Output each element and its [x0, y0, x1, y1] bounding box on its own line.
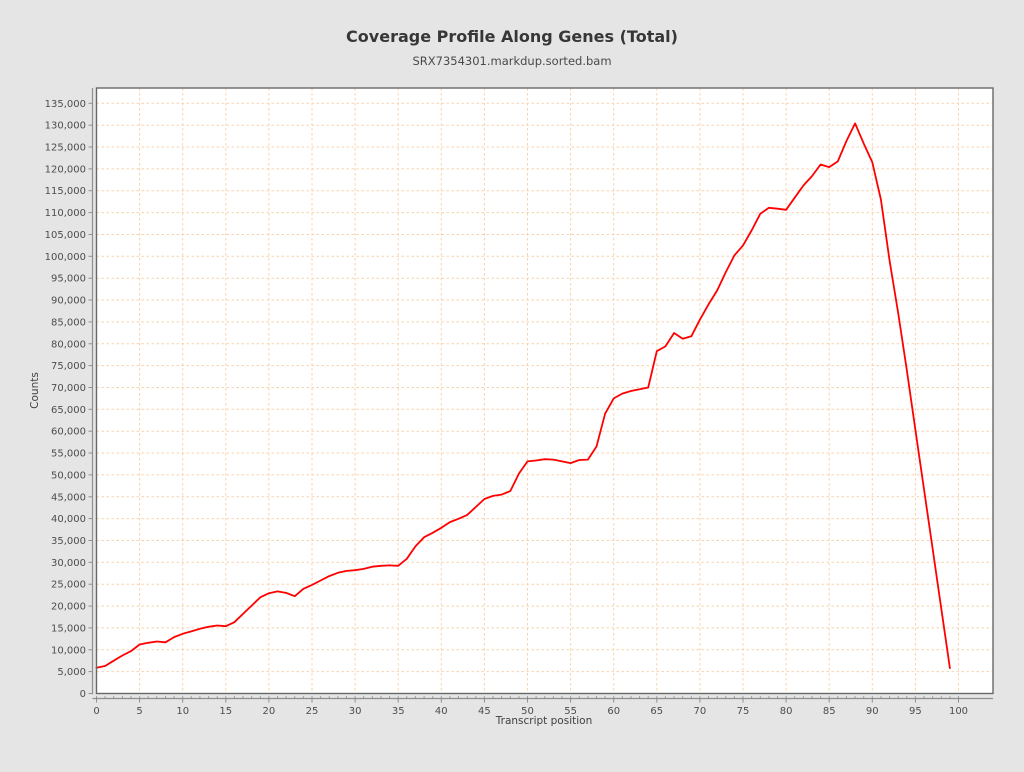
- y-tick-label: 115,000: [45, 186, 86, 197]
- y-tick-label: 95,000: [51, 274, 86, 285]
- x-tick-label: 5: [136, 706, 142, 717]
- x-tick-label: 85: [823, 706, 836, 717]
- x-tick-label: 60: [607, 706, 620, 717]
- chart-title: Coverage Profile Along Genes (Total): [346, 27, 678, 46]
- y-tick-label: 125,000: [45, 143, 86, 154]
- x-tick-label: 20: [263, 706, 276, 717]
- coverage-line: [95, 122, 951, 669]
- x-tick-label: 95: [909, 706, 922, 717]
- y-tick-label: 60,000: [51, 427, 86, 438]
- y-tick-label: 0: [80, 689, 86, 700]
- y-tick-label: 90,000: [51, 296, 86, 307]
- x-tick-label: 100: [949, 706, 968, 717]
- y-tick-label: 25,000: [51, 580, 86, 591]
- y-tick-label: 30,000: [51, 558, 86, 569]
- y-axis-label: Counts: [29, 372, 41, 409]
- x-tick-label: 40: [435, 706, 448, 717]
- x-tick-label: 35: [392, 706, 405, 717]
- x-tick-label: 50: [521, 706, 534, 717]
- y-tick-label: 5,000: [57, 667, 86, 678]
- y-tick-label: 10,000: [51, 645, 86, 656]
- y-tick-label: 65,000: [51, 405, 86, 416]
- y-tick-label: 35,000: [51, 536, 86, 547]
- x-tick-label: 45: [478, 706, 491, 717]
- y-tick-label: 130,000: [45, 121, 86, 132]
- x-tick-label: 80: [780, 706, 793, 717]
- y-tick-label: 110,000: [45, 208, 86, 219]
- y-tick-label: 120,000: [45, 164, 86, 175]
- x-tick-label: 10: [176, 706, 189, 717]
- plot-frame: [95, 87, 994, 695]
- y-tick-label: 135,000: [45, 99, 86, 110]
- plot-area: [96, 88, 993, 694]
- y-tick-label: 70,000: [51, 383, 86, 394]
- y-tick-label: 75,000: [51, 361, 86, 372]
- x-tick-label: 25: [306, 706, 319, 717]
- x-tick-label: 70: [694, 706, 707, 717]
- y-tick-label: 100,000: [45, 252, 86, 263]
- x-axis-label: Transcript position: [495, 715, 592, 727]
- chart-subtitle: SRX7354301.markdup.sorted.bam: [412, 54, 611, 68]
- x-tick-label: 0: [93, 706, 99, 717]
- y-tick-label: 50,000: [51, 470, 86, 481]
- y-tick-label: 105,000: [45, 230, 86, 241]
- axes: [88, 88, 993, 703]
- y-tick-label: 40,000: [51, 514, 86, 525]
- x-tick-label: 15: [219, 706, 232, 717]
- x-tick-label: 90: [866, 706, 879, 717]
- x-tick-label: 55: [564, 706, 577, 717]
- y-tick-label: 45,000: [51, 492, 86, 503]
- y-tick-label: 55,000: [51, 449, 86, 460]
- x-tick-label: 65: [650, 706, 663, 717]
- y-tick-label: 80,000: [51, 339, 86, 350]
- x-tick-label: 75: [737, 706, 750, 717]
- y-tick-label: 20,000: [51, 602, 86, 613]
- gridlines: [96, 88, 993, 694]
- y-tick-label: 85,000: [51, 317, 86, 328]
- y-tick-label: 15,000: [51, 623, 86, 634]
- tick-labels: 0 5,000 10,000 15,000 20,000 25,000 30,000 35,0…: [45, 99, 968, 717]
- x-tick-label: 30: [349, 706, 362, 717]
